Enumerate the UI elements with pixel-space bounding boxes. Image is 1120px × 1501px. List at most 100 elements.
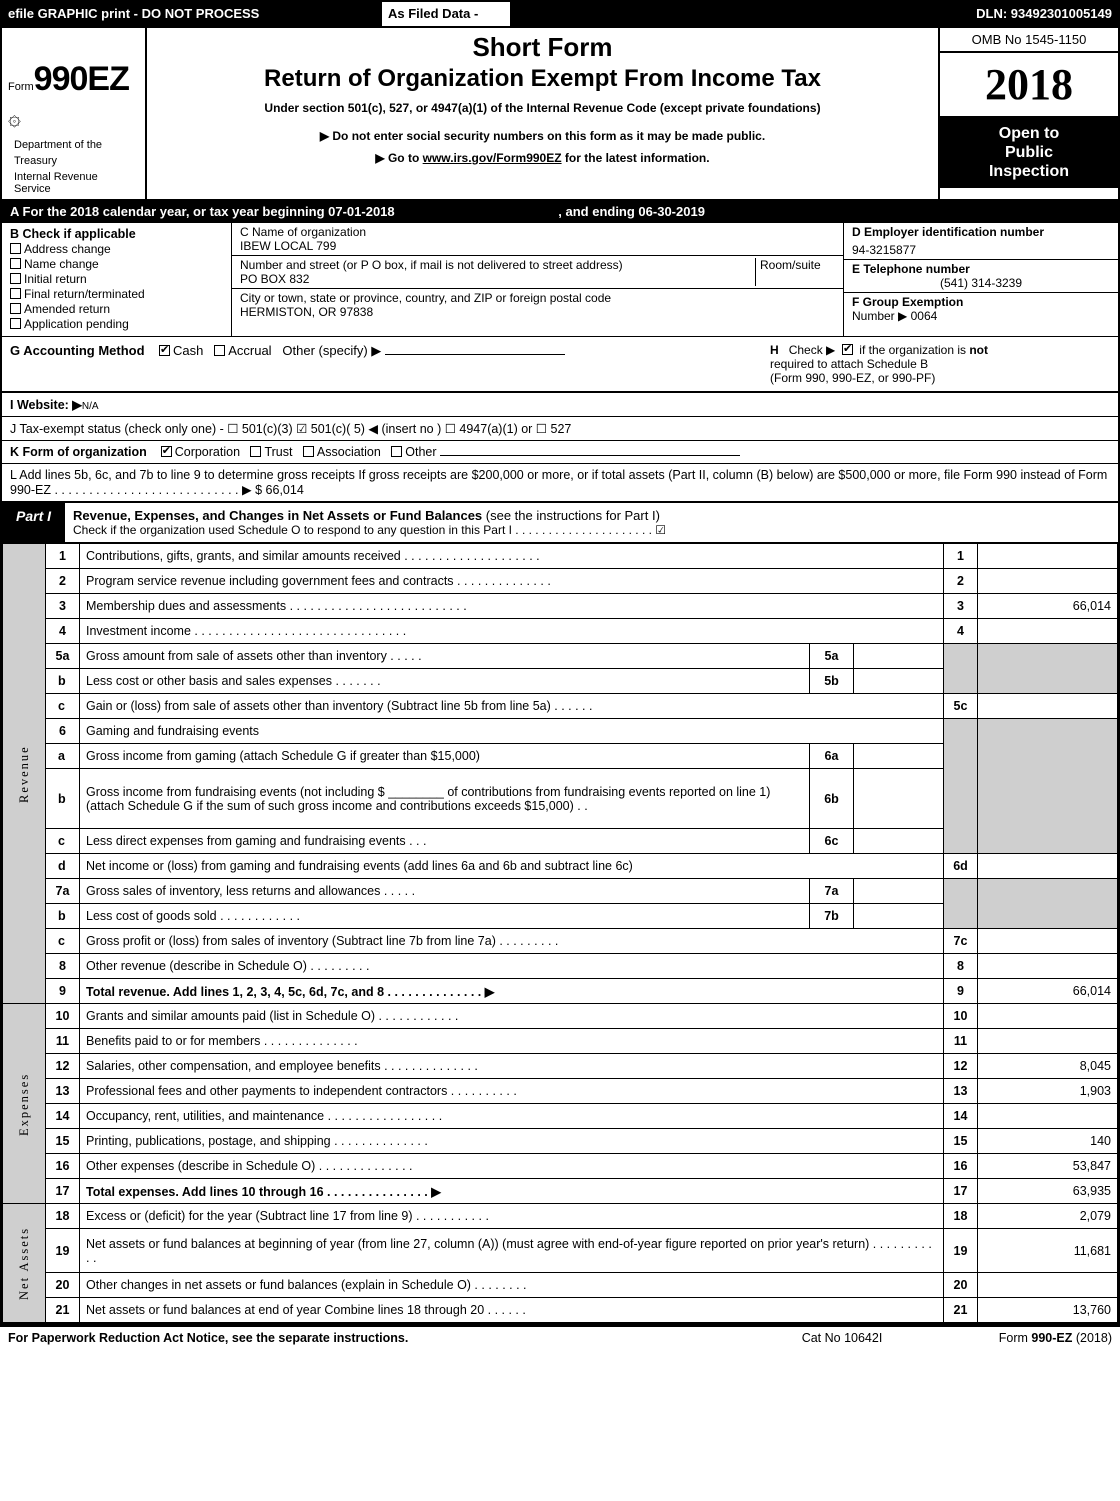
row-a-period: A For the 2018 calendar year, or tax yea… bbox=[2, 201, 1118, 223]
paperwork-notice: For Paperwork Reduction Act Notice, see … bbox=[8, 1331, 742, 1345]
line-13-amount: 1,903 bbox=[978, 1079, 1118, 1104]
org-name-label: C Name of organization bbox=[240, 225, 835, 239]
line-6b-value bbox=[854, 769, 944, 829]
check-cash[interactable] bbox=[159, 345, 170, 356]
line-14-amount bbox=[978, 1104, 1118, 1129]
city-label: City or town, state or province, country… bbox=[240, 291, 835, 305]
subtitle-1: Under section 501(c), 527, or 4947(a)(1)… bbox=[153, 101, 932, 115]
line-6d-desc: Net income or (loss) from gaming and fun… bbox=[80, 854, 944, 879]
form-header: Form990EZ ۞ Department of the Treasury I… bbox=[2, 28, 1118, 201]
line-16-amount: 53,847 bbox=[978, 1154, 1118, 1179]
line-7c-amount bbox=[978, 929, 1118, 954]
line-5b-value bbox=[854, 669, 944, 694]
other-specify-input[interactable] bbox=[385, 354, 565, 355]
addr-label: Number and street (or P O box, if mail i… bbox=[240, 258, 755, 272]
subtitle-2: ▶ Do not enter social security numbers o… bbox=[153, 129, 932, 143]
check-amended-return[interactable]: Amended return bbox=[10, 302, 223, 316]
form-container: efile GRAPHIC print - DO NOT PROCESS As … bbox=[0, 0, 1120, 1325]
org-name-value: IBEW LOCAL 799 bbox=[240, 239, 835, 253]
line-4-desc: Investment income . . . . . . . . . . . … bbox=[80, 619, 944, 644]
check-corporation[interactable] bbox=[161, 446, 172, 457]
check-name-change[interactable]: Name change bbox=[10, 257, 223, 271]
line-13-desc: Professional fees and other payments to … bbox=[80, 1079, 944, 1104]
line-10-amount bbox=[978, 1004, 1118, 1029]
accounting-method-label: G Accounting Method bbox=[10, 343, 145, 358]
line-15-desc: Printing, publications, postage, and shi… bbox=[80, 1129, 944, 1154]
line-7a-value bbox=[854, 879, 944, 904]
row-l-gross-receipts: L Add lines 5b, 6c, and 7b to line 9 to … bbox=[2, 463, 1118, 501]
part-1-check-note: Check if the organization used Schedule … bbox=[73, 523, 1110, 537]
line-3-desc: Membership dues and assessments . . . . … bbox=[80, 594, 944, 619]
line-12-amount: 8,045 bbox=[978, 1054, 1118, 1079]
gross-receipts-value: $ 66,014 bbox=[255, 483, 304, 497]
netassets-side-label: Net Assets bbox=[3, 1204, 46, 1323]
line-8-amount bbox=[978, 954, 1118, 979]
line-6a-value bbox=[854, 744, 944, 769]
page-footer: For Paperwork Reduction Act Notice, see … bbox=[0, 1325, 1120, 1349]
check-address-change[interactable]: Address change bbox=[10, 242, 223, 256]
other-org-input[interactable] bbox=[440, 455, 740, 456]
check-initial-return[interactable]: Initial return bbox=[10, 272, 223, 286]
check-application-pending[interactable]: Application pending bbox=[10, 317, 223, 331]
top-bar: efile GRAPHIC print - DO NOT PROCESS As … bbox=[2, 2, 1118, 28]
row-i-website: I Website: ▶N/A bbox=[2, 392, 1118, 416]
check-other-org[interactable] bbox=[391, 446, 402, 457]
phone-value: (541) 314-3239 bbox=[852, 276, 1110, 290]
line-6a-desc: Gross income from gaming (attach Schedul… bbox=[80, 744, 810, 769]
line-21-amount: 13,760 bbox=[978, 1298, 1118, 1323]
box-b: B Check if applicable Address change Nam… bbox=[2, 223, 232, 336]
line-9-amount: 66,014 bbox=[978, 979, 1118, 1004]
line-7a-desc: Gross sales of inventory, less returns a… bbox=[80, 879, 810, 904]
group-exemption-label: F Group Exemption bbox=[852, 295, 963, 309]
treasury-seal-icon: ۞ bbox=[8, 105, 141, 131]
room-label: Room/suite bbox=[755, 258, 835, 286]
line-15-amount: 140 bbox=[978, 1129, 1118, 1154]
city-value: HERMISTON, OR 97838 bbox=[240, 305, 835, 319]
line-19-amount: 11,681 bbox=[978, 1229, 1118, 1273]
check-accrual[interactable] bbox=[214, 345, 225, 356]
check-final-return[interactable]: Final return/terminated bbox=[10, 287, 223, 301]
check-trust[interactable] bbox=[250, 446, 261, 457]
open-to-public: Open to Public Inspection bbox=[940, 118, 1118, 188]
check-association[interactable] bbox=[303, 446, 314, 457]
line-1-amount bbox=[978, 544, 1118, 569]
irs-link[interactable]: www.irs.gov/Form990EZ bbox=[423, 151, 562, 165]
line-5b-desc: Less cost or other basis and sales expen… bbox=[80, 669, 810, 694]
line-10-desc: Grants and similar amounts paid (list in… bbox=[80, 1004, 944, 1029]
dept-line-3: Internal Revenue Service bbox=[8, 169, 141, 197]
line-5a-desc: Gross amount from sale of assets other t… bbox=[80, 644, 810, 669]
part-1-title: Revenue, Expenses, and Changes in Net As… bbox=[73, 508, 482, 523]
addr-value: PO BOX 832 bbox=[240, 272, 755, 286]
form-footer-label: Form 990-EZ (2018) bbox=[942, 1331, 1112, 1345]
line-8-desc: Other revenue (describe in Schedule O) .… bbox=[80, 954, 944, 979]
revenue-side-label: Revenue bbox=[3, 544, 46, 1004]
lines-table: Revenue 1 Contributions, gifts, grants, … bbox=[2, 543, 1118, 1323]
line-14-desc: Occupancy, rent, utilities, and maintena… bbox=[80, 1104, 944, 1129]
omb-number: OMB No 1545-1150 bbox=[940, 28, 1118, 53]
line-1-desc: Contributions, gifts, grants, and simila… bbox=[80, 544, 944, 569]
ein-label: D Employer identification number bbox=[852, 225, 1044, 239]
phone-label: E Telephone number bbox=[852, 262, 970, 276]
line-20-amount bbox=[978, 1273, 1118, 1298]
as-filed-label: As Filed Data - bbox=[382, 2, 512, 26]
group-exemption-value: 0064 bbox=[911, 309, 938, 323]
cat-number: Cat No 10642I bbox=[742, 1331, 942, 1345]
line-2-amount bbox=[978, 569, 1118, 594]
ein-value: 94-3215877 bbox=[852, 239, 1110, 257]
line-6b-desc: Gross income from fundraising events (no… bbox=[80, 769, 810, 829]
line-7b-value bbox=[854, 904, 944, 929]
efile-label: efile GRAPHIC print - DO NOT PROCESS bbox=[2, 2, 382, 26]
box-c: C Name of organization IBEW LOCAL 799 Nu… bbox=[232, 223, 843, 336]
line-9-desc: Total revenue. Add lines 1, 2, 3, 4, 5c,… bbox=[80, 979, 944, 1004]
line-19-desc: Net assets or fund balances at beginning… bbox=[80, 1229, 944, 1273]
part-1-tab: Part I bbox=[2, 503, 65, 542]
dept-line-2: Treasury bbox=[8, 153, 141, 169]
line-4-amount bbox=[978, 619, 1118, 644]
box-def: D Employer identification number 94-3215… bbox=[843, 223, 1118, 336]
line-11-desc: Benefits paid to or for members . . . . … bbox=[80, 1029, 944, 1054]
check-schedule-b-not-required[interactable] bbox=[842, 344, 853, 355]
line-18-amount: 2,079 bbox=[978, 1204, 1118, 1229]
line-6-desc: Gaming and fundraising events bbox=[80, 719, 944, 744]
line-3-amount: 66,014 bbox=[978, 594, 1118, 619]
line-16-desc: Other expenses (describe in Schedule O) … bbox=[80, 1154, 944, 1179]
